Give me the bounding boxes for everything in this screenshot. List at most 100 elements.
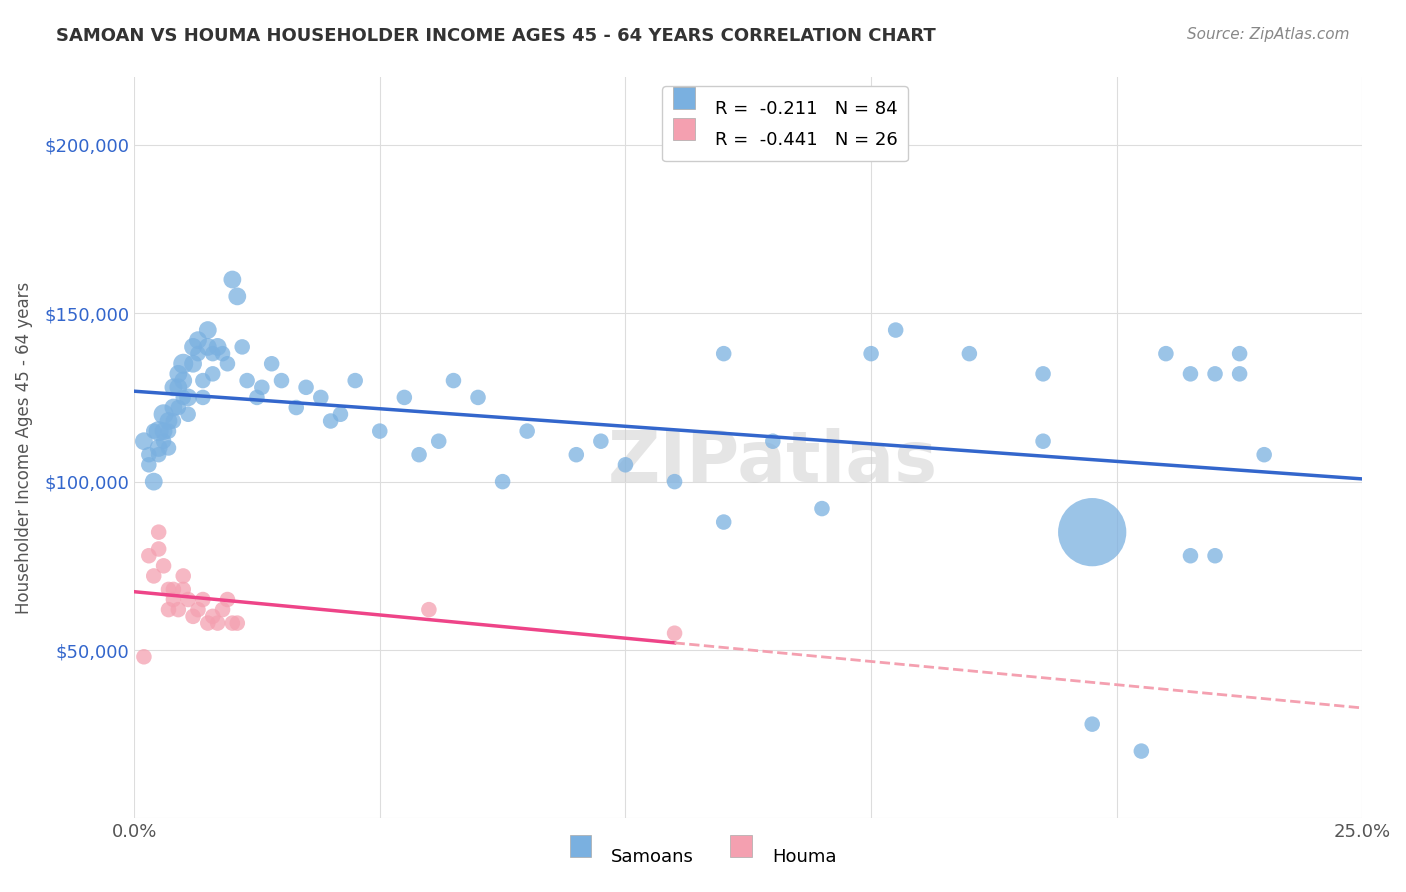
Point — [1229, 346, 1251, 360]
Point — [664, 475, 686, 489]
Point — [1032, 434, 1054, 449]
Point — [181, 340, 204, 354]
Point — [309, 391, 332, 405]
Point — [319, 414, 342, 428]
Point — [201, 609, 224, 624]
Point — [811, 501, 834, 516]
Point — [236, 374, 259, 388]
Point — [181, 357, 204, 371]
Point — [516, 424, 538, 438]
Point — [197, 323, 219, 337]
Point — [148, 441, 170, 455]
Point — [191, 391, 214, 405]
Point — [1253, 448, 1275, 462]
Point — [408, 448, 430, 462]
Point — [1081, 717, 1104, 731]
Point — [1032, 367, 1054, 381]
Point — [762, 434, 785, 449]
Point — [201, 367, 224, 381]
Point — [211, 602, 233, 616]
Point — [162, 401, 184, 415]
Legend: R =  -0.211   N = 84, R =  -0.441   N = 26: R = -0.211 N = 84, R = -0.441 N = 26 — [662, 87, 908, 161]
Point — [1154, 346, 1177, 360]
Point — [187, 346, 209, 360]
Legend: Samoans, Houma: Samoans, Houma — [562, 838, 844, 874]
Point — [250, 380, 273, 394]
Point — [1204, 367, 1226, 381]
Point — [329, 407, 352, 421]
Text: SAMOAN VS HOUMA HOUSEHOLDER INCOME AGES 45 - 64 YEARS CORRELATION CHART: SAMOAN VS HOUMA HOUSEHOLDER INCOME AGES … — [56, 27, 936, 45]
Point — [197, 616, 219, 631]
Point — [148, 424, 170, 438]
Point — [162, 414, 184, 428]
Point — [1081, 525, 1104, 540]
Point — [957, 346, 980, 360]
Point — [172, 582, 194, 597]
Point — [713, 346, 735, 360]
Point — [167, 367, 190, 381]
Point — [614, 458, 637, 472]
Point — [260, 357, 283, 371]
Point — [418, 602, 440, 616]
Text: Source: ZipAtlas.com: Source: ZipAtlas.com — [1187, 27, 1350, 42]
Point — [162, 380, 184, 394]
Point — [167, 380, 190, 394]
Point — [181, 609, 204, 624]
Point — [172, 391, 194, 405]
Point — [201, 346, 224, 360]
Point — [1130, 744, 1153, 758]
Point — [132, 649, 155, 664]
Point — [565, 448, 588, 462]
Point — [152, 407, 174, 421]
Point — [148, 541, 170, 556]
Point — [142, 569, 165, 583]
Point — [191, 592, 214, 607]
Point — [157, 441, 180, 455]
Point — [427, 434, 450, 449]
Point — [162, 582, 184, 597]
Point — [491, 475, 513, 489]
Point — [177, 407, 200, 421]
Point — [167, 602, 190, 616]
Text: ZIPatlas: ZIPatlas — [607, 428, 938, 497]
Point — [152, 558, 174, 573]
Point — [295, 380, 318, 394]
Point — [246, 391, 269, 405]
Point — [207, 340, 229, 354]
Point — [884, 323, 907, 337]
Point — [138, 458, 160, 472]
Point — [589, 434, 612, 449]
Point — [152, 424, 174, 438]
Point — [221, 616, 243, 631]
Point — [1204, 549, 1226, 563]
Point — [207, 616, 229, 631]
Point — [157, 582, 180, 597]
Point — [172, 374, 194, 388]
Point — [217, 592, 239, 607]
Point — [177, 391, 200, 405]
Point — [270, 374, 292, 388]
Point — [221, 272, 243, 286]
Point — [167, 401, 190, 415]
Point — [344, 374, 367, 388]
Point — [172, 357, 194, 371]
Point — [226, 289, 249, 303]
Point — [217, 357, 239, 371]
Point — [148, 525, 170, 540]
Point — [138, 448, 160, 462]
Point — [664, 626, 686, 640]
Point — [211, 346, 233, 360]
Point — [172, 569, 194, 583]
Point — [443, 374, 465, 388]
Point — [152, 434, 174, 449]
Point — [231, 340, 253, 354]
Point — [191, 374, 214, 388]
Point — [467, 391, 489, 405]
Point — [132, 434, 155, 449]
Point — [1180, 549, 1202, 563]
Point — [162, 592, 184, 607]
Y-axis label: Householder Income Ages 45 - 64 years: Householder Income Ages 45 - 64 years — [15, 282, 32, 614]
Point — [187, 333, 209, 347]
Point — [142, 424, 165, 438]
Point — [187, 602, 209, 616]
